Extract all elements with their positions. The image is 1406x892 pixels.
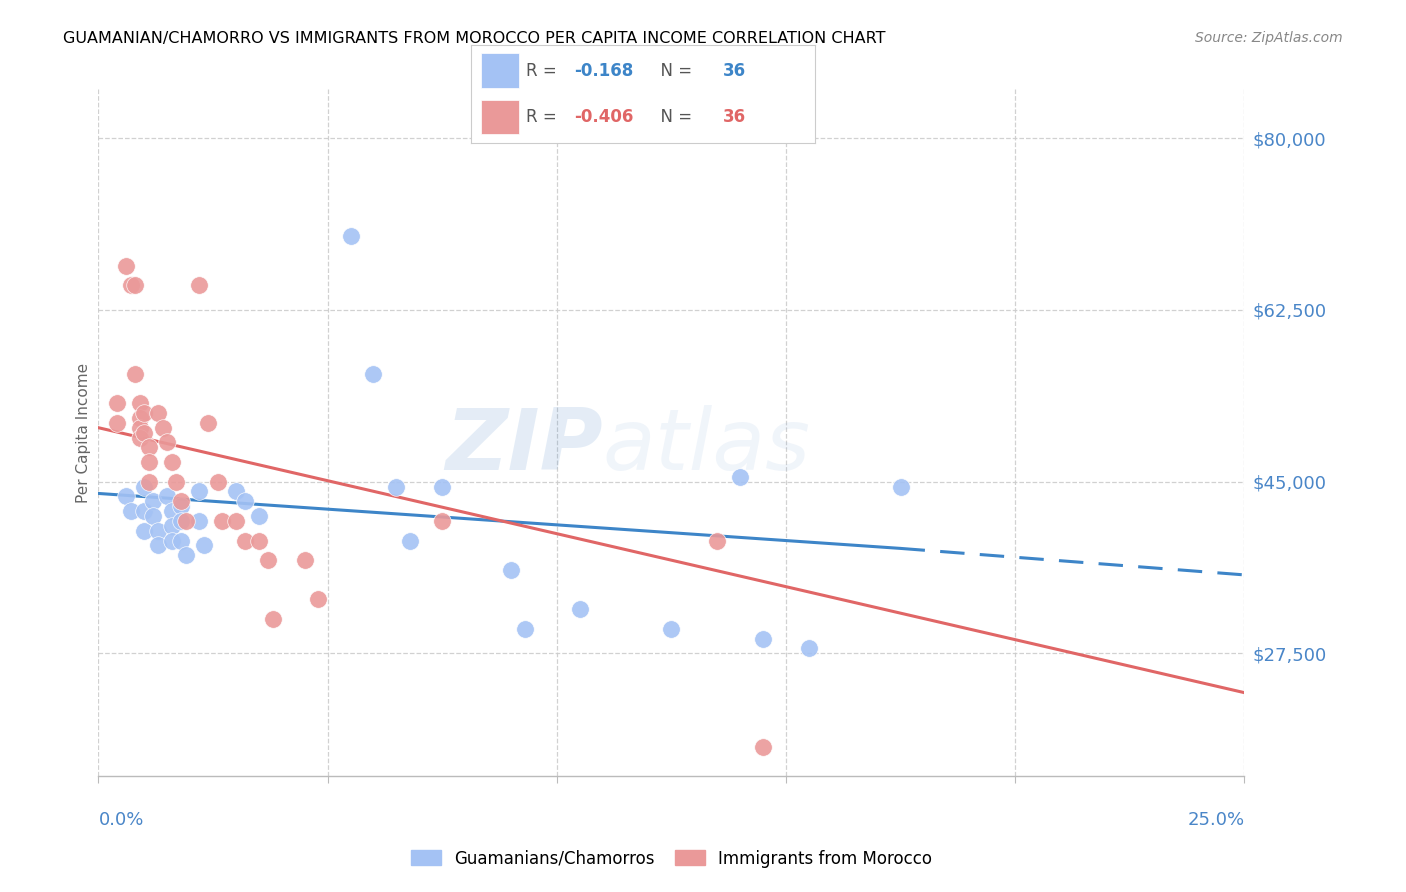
- Point: [105, 416, 128, 430]
- Point: [233, 533, 256, 548]
- Point: [146, 524, 169, 538]
- Point: [146, 538, 169, 552]
- Point: [128, 421, 150, 435]
- Point: [247, 533, 270, 548]
- Point: [128, 431, 150, 445]
- Point: [134, 425, 156, 440]
- Point: [174, 548, 197, 563]
- Point: [142, 494, 165, 508]
- Text: -0.168: -0.168: [575, 62, 634, 79]
- Point: [294, 553, 316, 567]
- Point: [120, 278, 142, 293]
- Point: [128, 396, 150, 410]
- Point: [170, 533, 193, 548]
- Text: N =: N =: [650, 108, 697, 126]
- Point: [211, 514, 233, 528]
- Point: [165, 475, 187, 489]
- Point: [399, 533, 422, 548]
- Point: [142, 508, 165, 523]
- Point: [115, 259, 138, 273]
- Point: [124, 278, 146, 293]
- Point: [385, 480, 408, 494]
- Point: [134, 524, 156, 538]
- Point: [499, 563, 522, 577]
- Legend: Guamanians/Chamorros, Immigrants from Morocco: Guamanians/Chamorros, Immigrants from Mo…: [404, 843, 939, 874]
- Point: [170, 514, 193, 528]
- Text: 25.0%: 25.0%: [1187, 811, 1244, 829]
- Point: [160, 519, 183, 533]
- Point: [115, 489, 138, 503]
- Point: [225, 484, 247, 499]
- Point: [146, 406, 169, 420]
- Point: [134, 406, 156, 420]
- Text: R =: R =: [526, 108, 562, 126]
- Text: ZIP: ZIP: [444, 405, 603, 488]
- Point: [197, 416, 219, 430]
- Point: [262, 612, 284, 626]
- Point: [156, 489, 179, 503]
- Point: [797, 641, 820, 656]
- Point: [188, 484, 211, 499]
- Point: [152, 421, 174, 435]
- Text: -0.406: -0.406: [575, 108, 634, 126]
- Text: 36: 36: [723, 62, 745, 79]
- Point: [188, 278, 211, 293]
- Point: [363, 367, 385, 381]
- Text: GUAMANIAN/CHAMORRO VS IMMIGRANTS FROM MOROCCO PER CAPITA INCOME CORRELATION CHAR: GUAMANIAN/CHAMORRO VS IMMIGRANTS FROM MO…: [63, 31, 886, 46]
- Point: [513, 622, 536, 636]
- Text: N =: N =: [650, 62, 697, 79]
- Point: [430, 514, 453, 528]
- Point: [193, 538, 215, 552]
- Point: [752, 739, 775, 754]
- Point: [661, 622, 683, 636]
- Point: [307, 592, 329, 607]
- Text: 0.0%: 0.0%: [98, 811, 143, 829]
- Y-axis label: Per Capita Income: Per Capita Income: [76, 362, 91, 503]
- Point: [160, 504, 183, 518]
- Text: 36: 36: [723, 108, 745, 126]
- Bar: [481, 54, 519, 87]
- Point: [188, 514, 211, 528]
- Point: [134, 504, 156, 518]
- Point: [257, 553, 280, 567]
- Point: [105, 396, 128, 410]
- Point: [120, 504, 142, 518]
- Point: [138, 475, 160, 489]
- Text: Source: ZipAtlas.com: Source: ZipAtlas.com: [1195, 31, 1343, 45]
- Point: [174, 514, 197, 528]
- Point: [170, 494, 193, 508]
- Point: [170, 500, 193, 514]
- Point: [889, 480, 911, 494]
- Point: [225, 514, 247, 528]
- Point: [124, 367, 146, 381]
- Point: [568, 602, 591, 616]
- Bar: [481, 100, 519, 134]
- Point: [728, 469, 751, 483]
- Point: [207, 475, 229, 489]
- Point: [247, 508, 270, 523]
- Point: [752, 632, 775, 646]
- Point: [706, 533, 728, 548]
- Point: [138, 440, 160, 454]
- Point: [134, 480, 156, 494]
- Point: [128, 410, 150, 425]
- Point: [160, 455, 183, 469]
- Text: R =: R =: [526, 62, 562, 79]
- Point: [233, 494, 256, 508]
- Text: atlas: atlas: [603, 405, 811, 488]
- Point: [156, 435, 179, 450]
- Point: [160, 533, 183, 548]
- Point: [339, 229, 361, 244]
- Point: [430, 480, 453, 494]
- Point: [138, 455, 160, 469]
